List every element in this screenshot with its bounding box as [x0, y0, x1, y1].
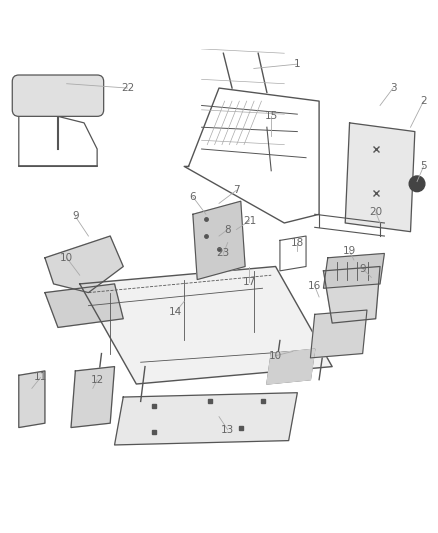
- Polygon shape: [267, 349, 315, 384]
- Text: 19: 19: [343, 246, 356, 256]
- Text: 16: 16: [308, 281, 321, 291]
- Text: 15: 15: [265, 111, 278, 122]
- Text: 10: 10: [269, 351, 282, 361]
- Circle shape: [409, 176, 425, 192]
- Text: 11: 11: [34, 373, 47, 383]
- Text: 12: 12: [91, 375, 104, 385]
- Polygon shape: [311, 310, 367, 358]
- Text: 2: 2: [420, 96, 427, 106]
- Text: 21: 21: [243, 216, 256, 226]
- Polygon shape: [71, 367, 115, 427]
- Text: 9: 9: [359, 264, 366, 273]
- Text: 18: 18: [291, 238, 304, 247]
- Text: 23: 23: [217, 248, 230, 259]
- Text: 17: 17: [243, 277, 256, 287]
- Text: 3: 3: [390, 83, 396, 93]
- Text: 9: 9: [72, 212, 79, 221]
- Text: 6: 6: [190, 192, 196, 202]
- Polygon shape: [45, 236, 123, 293]
- FancyBboxPatch shape: [12, 75, 104, 116]
- Polygon shape: [323, 254, 385, 288]
- Polygon shape: [115, 393, 297, 445]
- Polygon shape: [45, 284, 123, 327]
- Text: 8: 8: [224, 224, 231, 235]
- Text: 13: 13: [221, 425, 234, 435]
- Text: 14: 14: [169, 307, 182, 317]
- Text: 1: 1: [294, 59, 300, 69]
- Text: 10: 10: [60, 253, 73, 263]
- Polygon shape: [193, 201, 245, 279]
- Text: 5: 5: [420, 161, 427, 172]
- Polygon shape: [80, 266, 332, 384]
- Text: 22: 22: [121, 83, 134, 93]
- Polygon shape: [323, 266, 380, 323]
- Polygon shape: [345, 123, 415, 232]
- Polygon shape: [19, 371, 45, 427]
- Text: 7: 7: [233, 185, 240, 195]
- Text: 20: 20: [369, 207, 382, 217]
